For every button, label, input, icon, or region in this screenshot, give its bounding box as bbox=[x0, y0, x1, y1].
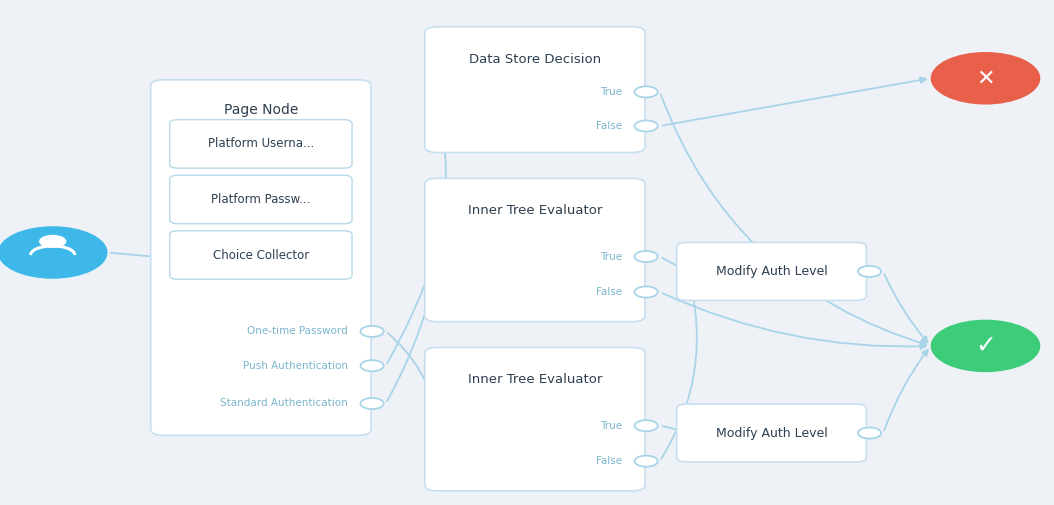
Text: Modify Auth Level: Modify Auth Level bbox=[716, 265, 827, 278]
Text: Data Store Decision: Data Store Decision bbox=[469, 53, 601, 66]
Circle shape bbox=[635, 251, 658, 262]
Text: Inner Tree Evaluator: Inner Tree Evaluator bbox=[468, 373, 602, 386]
Circle shape bbox=[858, 427, 881, 438]
Circle shape bbox=[360, 326, 384, 337]
Circle shape bbox=[635, 420, 658, 431]
Text: Choice Collector: Choice Collector bbox=[213, 248, 309, 262]
Text: True: True bbox=[600, 251, 622, 262]
FancyBboxPatch shape bbox=[425, 178, 645, 322]
Text: True: True bbox=[600, 87, 622, 97]
Circle shape bbox=[931, 52, 1040, 105]
Circle shape bbox=[931, 320, 1040, 372]
Text: One-time Password: One-time Password bbox=[247, 326, 348, 336]
Text: False: False bbox=[596, 287, 622, 297]
FancyBboxPatch shape bbox=[151, 80, 371, 435]
FancyBboxPatch shape bbox=[170, 120, 352, 168]
FancyBboxPatch shape bbox=[170, 175, 352, 224]
Circle shape bbox=[0, 226, 108, 279]
Text: ✓: ✓ bbox=[975, 334, 996, 358]
Text: False: False bbox=[596, 121, 622, 131]
FancyBboxPatch shape bbox=[677, 404, 866, 462]
Text: Platform Userna...: Platform Userna... bbox=[208, 137, 314, 150]
FancyBboxPatch shape bbox=[425, 27, 645, 153]
Text: True: True bbox=[600, 421, 622, 431]
Text: ✕: ✕ bbox=[976, 68, 995, 88]
Circle shape bbox=[635, 120, 658, 131]
Text: Push Authentication: Push Authentication bbox=[242, 361, 348, 371]
Text: Standard Authentication: Standard Authentication bbox=[220, 398, 348, 409]
Circle shape bbox=[858, 266, 881, 277]
Text: Modify Auth Level: Modify Auth Level bbox=[716, 427, 827, 439]
FancyBboxPatch shape bbox=[170, 231, 352, 279]
Circle shape bbox=[635, 456, 658, 467]
Circle shape bbox=[360, 398, 384, 409]
Text: Platform Passw...: Platform Passw... bbox=[211, 193, 311, 206]
Circle shape bbox=[39, 235, 66, 248]
Text: False: False bbox=[596, 456, 622, 466]
FancyBboxPatch shape bbox=[677, 242, 866, 300]
Text: Page Node: Page Node bbox=[223, 103, 298, 117]
Circle shape bbox=[635, 86, 658, 97]
Text: Inner Tree Evaluator: Inner Tree Evaluator bbox=[468, 204, 602, 217]
Circle shape bbox=[360, 360, 384, 371]
FancyBboxPatch shape bbox=[425, 347, 645, 491]
Circle shape bbox=[635, 286, 658, 297]
